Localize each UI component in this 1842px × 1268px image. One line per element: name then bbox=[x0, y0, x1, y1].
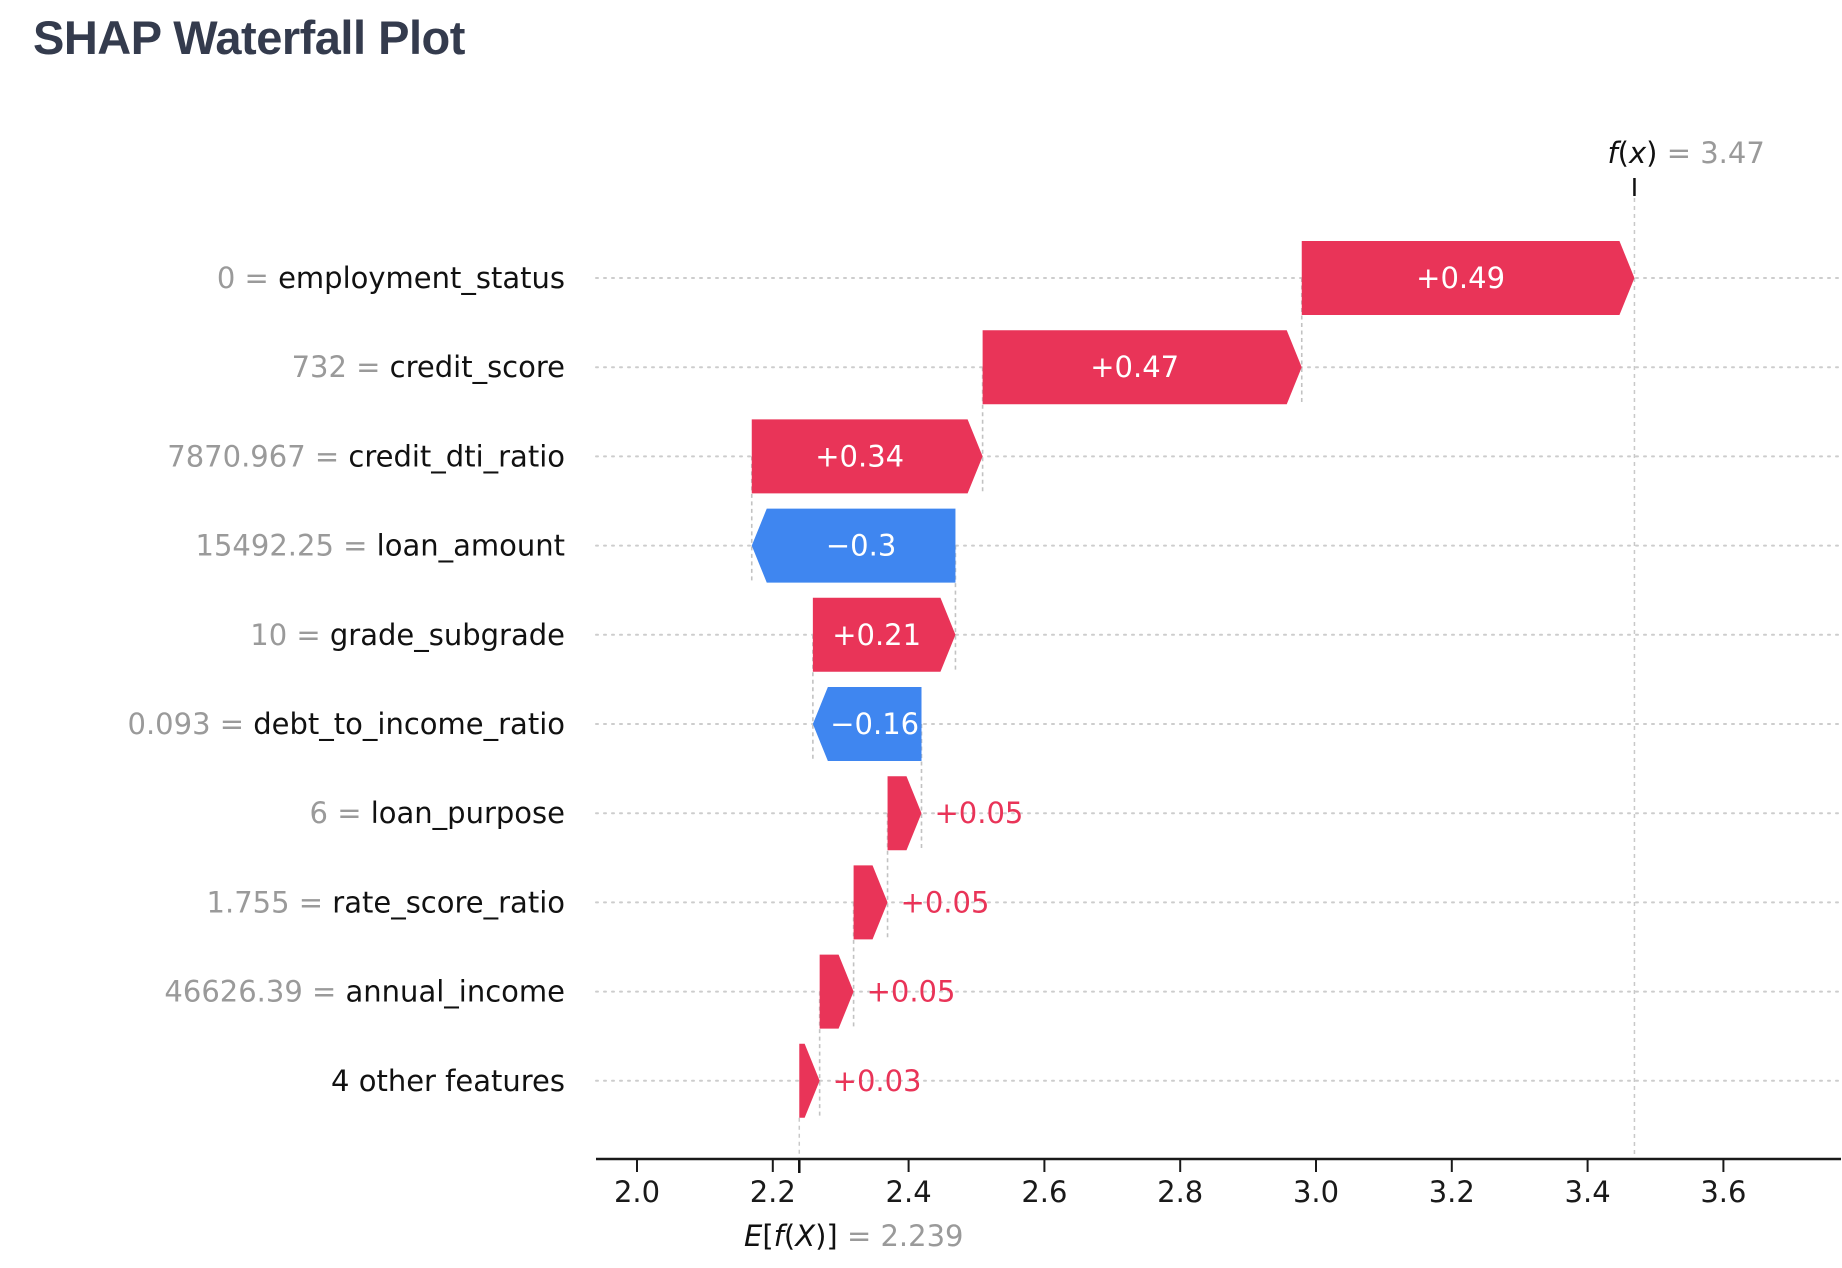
shap-bar bbox=[1301, 241, 1635, 315]
shap-bar bbox=[751, 508, 956, 583]
shap-bar bbox=[819, 954, 854, 1029]
feature-label: 6 = loan_purpose bbox=[310, 796, 565, 830]
feature-label: 10 = grade_subgrade bbox=[250, 618, 565, 652]
x-axis-tick-label: 3.0 bbox=[1293, 1175, 1339, 1209]
feature-label: 0 = employment_status bbox=[217, 261, 565, 295]
bar-value-label: +0.21 bbox=[832, 618, 921, 652]
x-axis-tick-label: 2.2 bbox=[750, 1175, 796, 1209]
feature-label: 7870.967 = credit_dti_ratio bbox=[167, 439, 565, 473]
x-axis-tick-label: 2.6 bbox=[1021, 1175, 1067, 1209]
x-axis-tick-label: 3.2 bbox=[1429, 1175, 1475, 1209]
bar-value-label: +0.34 bbox=[815, 439, 904, 473]
feature-label: 0.093 = debt_to_income_ratio bbox=[128, 707, 566, 741]
bar-value-label: −0.3 bbox=[826, 529, 896, 563]
shap-bar bbox=[853, 865, 888, 940]
x-axis-tick-label: 2.8 bbox=[1157, 1175, 1203, 1209]
fx-annotation: f(x) = 3.47 bbox=[1607, 136, 1764, 170]
feature-label: 1.755 = rate_score_ratio bbox=[207, 885, 565, 919]
base-annotation: E[f(X)] = 2.239 bbox=[744, 1219, 964, 1253]
bar-value-label: +0.05 bbox=[867, 975, 956, 1009]
bar-value-label: −0.16 bbox=[830, 707, 919, 741]
x-axis-tick-label: 3.4 bbox=[1565, 1175, 1611, 1209]
shap-bar bbox=[812, 597, 956, 672]
bar-value-label: +0.05 bbox=[901, 885, 990, 919]
shap-bar bbox=[751, 419, 983, 494]
x-axis-tick-label: 2.0 bbox=[614, 1175, 660, 1209]
shap-bar bbox=[887, 776, 922, 851]
shap-bar bbox=[812, 687, 922, 761]
feature-label: 15492.25 = loan_amount bbox=[196, 529, 565, 563]
feature-label: 732 = credit_score bbox=[292, 350, 565, 384]
feature-label: 4 other features bbox=[331, 1064, 565, 1098]
bar-value-label: +0.47 bbox=[1090, 350, 1179, 384]
feature-label: 46626.39 = annual_income bbox=[164, 975, 565, 1009]
page-title: SHAP Waterfall Plot bbox=[33, 11, 465, 64]
shap-bar bbox=[799, 1043, 820, 1118]
shap-bar bbox=[982, 330, 1302, 405]
bar-value-label: +0.03 bbox=[833, 1064, 922, 1098]
x-axis-tick-label: 3.6 bbox=[1700, 1175, 1746, 1209]
bar-value-label: +0.05 bbox=[935, 796, 1024, 830]
bar-value-label: +0.49 bbox=[1416, 261, 1505, 295]
x-axis-tick-label: 2.4 bbox=[886, 1175, 932, 1209]
